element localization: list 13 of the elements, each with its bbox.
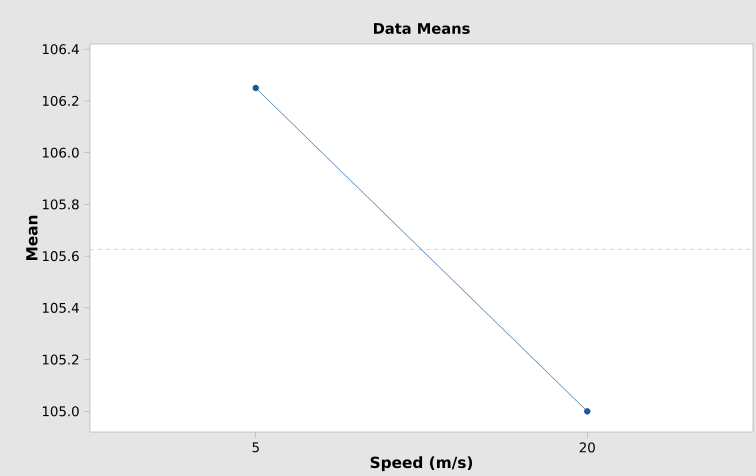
y-tick-label: 106.0 [42, 148, 79, 158]
y-tick-label: 105.0 [42, 406, 79, 416]
chart-title: Data Means [374, 23, 470, 34]
y-tick-label: 105.8 [42, 199, 79, 210]
y-tick-label: 106.4 [42, 44, 79, 54]
y-tick-label: 105.2 [42, 354, 78, 365]
x-tick-label: 20 [580, 442, 595, 452]
y-tick-label: 105.4 [42, 302, 79, 313]
y-tick-label: 105.6 [42, 251, 79, 262]
y-tick-label: 106.2 [42, 96, 78, 106]
x-axis-title: Speed (m/s) [370, 456, 472, 472]
y-axis-title: Mean [26, 216, 38, 260]
x-tick-label: 5 [252, 442, 259, 452]
